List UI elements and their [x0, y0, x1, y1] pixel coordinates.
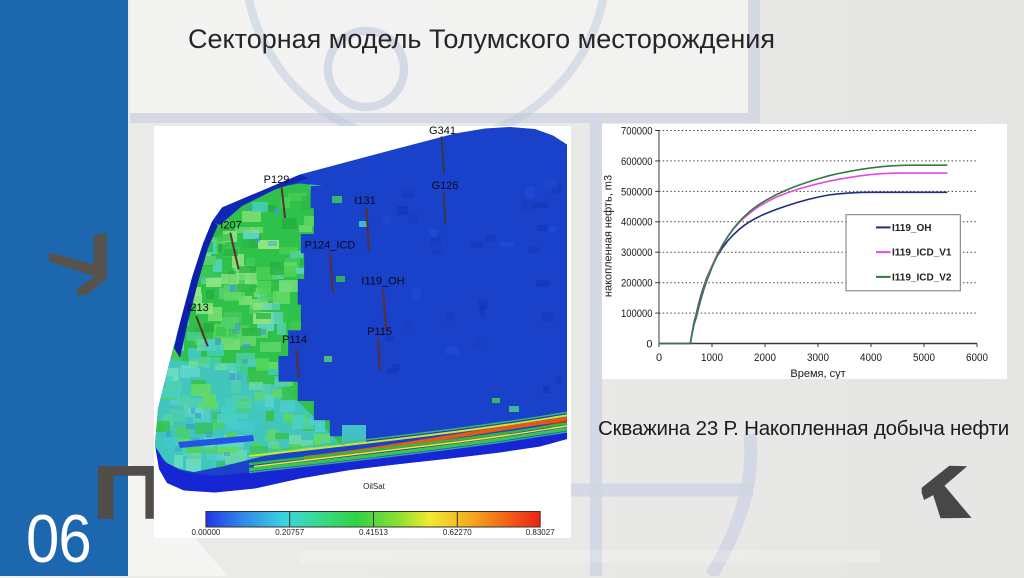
svg-text:600000: 600000	[621, 155, 653, 167]
svg-text:I119_OH: I119_OH	[361, 275, 404, 287]
svg-text:0.41513: 0.41513	[359, 528, 388, 537]
svg-text:6000: 6000	[966, 352, 988, 364]
svg-text:I119_ICD_V1: I119_ICD_V1	[892, 247, 952, 258]
svg-text:4000: 4000	[860, 352, 882, 364]
svg-text:200000: 200000	[621, 277, 653, 289]
svg-text:100000: 100000	[621, 308, 653, 320]
svg-text:5000: 5000	[913, 352, 935, 364]
svg-text:I119_OH: I119_OH	[892, 222, 931, 233]
svg-text:G126: G126	[432, 180, 459, 192]
svg-text:700000: 700000	[621, 125, 653, 137]
svg-text:400000: 400000	[621, 216, 653, 228]
svg-text:OilSat: OilSat	[363, 482, 386, 491]
svg-text:I207: I207	[220, 219, 241, 231]
svg-text:0: 0	[655, 352, 661, 364]
svg-text:0.83027: 0.83027	[526, 528, 555, 537]
svg-text:0.62270: 0.62270	[443, 528, 472, 537]
svg-text:0: 0	[646, 338, 652, 350]
svg-text:1000: 1000	[701, 352, 723, 364]
svg-text:P129: P129	[264, 174, 290, 186]
svg-text:300000: 300000	[621, 247, 653, 259]
svg-text:3000: 3000	[807, 352, 829, 364]
svg-text:накопленная нефть, m3: накопленная нефть, m3	[602, 174, 614, 296]
svg-text:0.20757: 0.20757	[275, 528, 304, 537]
svg-text:P124_ICD: P124_ICD	[305, 239, 356, 251]
svg-text:0.00000: 0.00000	[191, 528, 220, 537]
svg-text:Время, сут: Время, сут	[790, 368, 845, 379]
svg-text:I213: I213	[187, 302, 208, 314]
svg-text:500000: 500000	[621, 186, 653, 198]
svg-text:P115: P115	[367, 326, 392, 338]
svg-text:2000: 2000	[754, 352, 776, 364]
svg-text:I119_ICD_V2: I119_ICD_V2	[892, 272, 952, 283]
svg-text:P114: P114	[282, 334, 307, 346]
svg-text:G341: G341	[429, 126, 456, 137]
svg-text:I131: I131	[354, 195, 375, 207]
